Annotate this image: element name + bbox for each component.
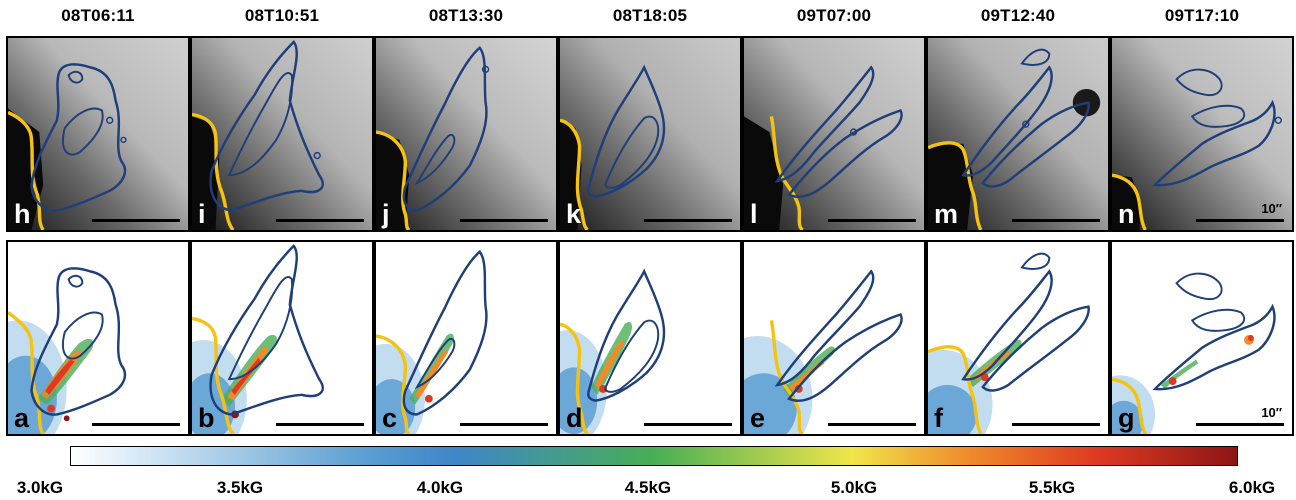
continuum-image [1112, 38, 1292, 230]
panel-label: g [1118, 403, 1135, 433]
panel-label: i [198, 199, 206, 229]
colorbar-tick: 5.0kG [830, 478, 878, 497]
scale-bar [276, 219, 364, 222]
field-panel-b: b [190, 240, 374, 436]
scale-label: 10″ [1261, 405, 1282, 420]
field-map [8, 242, 188, 434]
continuum-panel-l: l [742, 36, 926, 232]
column-title-3: 08T13:30 [428, 6, 504, 25]
continuum-panel-m: m [926, 36, 1110, 232]
panel-label: b [198, 403, 215, 433]
field-map [1112, 242, 1292, 434]
panel-label: h [14, 199, 31, 229]
field-map [560, 242, 740, 434]
column-title-4: 08T18:05 [612, 6, 688, 25]
scale-bar [276, 423, 364, 426]
field-map [744, 242, 924, 434]
panel-label: a [14, 403, 30, 433]
field-panel-d: d [558, 240, 742, 436]
panel-label: d [566, 403, 583, 433]
colorbar-tick: 4.5kG [624, 478, 672, 497]
continuum-image [8, 38, 188, 230]
scale-bar [1012, 423, 1100, 426]
scale-bar [644, 423, 732, 426]
colorbar-tick: 3.5kG [216, 478, 264, 497]
scale-bar [828, 423, 916, 426]
scale-bar [828, 219, 916, 222]
colorbar-tick: 6.0kG [1228, 478, 1276, 497]
field-map [928, 242, 1108, 434]
column-title-2: 08T10:51 [244, 6, 320, 25]
scale-bar [1196, 423, 1284, 426]
scale-bar [460, 423, 548, 426]
continuum-image [928, 38, 1108, 230]
panel-label: k [566, 199, 582, 229]
continuum-image [376, 38, 556, 230]
scale-bar [92, 219, 180, 222]
scale-bar [460, 219, 548, 222]
column-title-5: 09T07:00 [796, 6, 872, 25]
panel-label: e [750, 403, 766, 433]
panel-label: n [1118, 199, 1135, 229]
scale-bar [1012, 219, 1100, 222]
column-title-6: 09T12:40 [980, 6, 1056, 25]
colorbar [70, 446, 1238, 466]
continuum-image [744, 38, 924, 230]
field-panel-f: f [926, 240, 1110, 436]
field-panel-e: e [742, 240, 926, 436]
continuum-panel-h: h [6, 36, 190, 232]
scale-label: 10″ [1261, 201, 1282, 216]
panel-label: m [934, 199, 959, 229]
field-map [376, 242, 556, 434]
colorbar-tick: 3.0kG [16, 478, 64, 497]
field-panel-a: a [6, 240, 190, 436]
column-title-7: 09T17:10 [1164, 6, 1240, 25]
panel-label: j [382, 199, 390, 229]
panel-label: l [750, 199, 758, 229]
continuum-image [192, 38, 372, 230]
colorbar-tick: 4.0kG [416, 478, 464, 497]
continuum-panel-j: j [374, 36, 558, 232]
column-title-1: 08T06:11 [61, 6, 135, 25]
panel-label: f [934, 403, 943, 433]
continuum-panel-n: n 10″ [1110, 36, 1294, 232]
field-panel-c: c [374, 240, 558, 436]
colorbar-tick: 5.5kG [1028, 478, 1076, 497]
scale-bar [92, 423, 180, 426]
scale-bar [1196, 219, 1284, 222]
panel-label: c [382, 403, 398, 433]
field-map [192, 242, 372, 434]
scale-bar [644, 219, 732, 222]
continuum-panel-i: i [190, 36, 374, 232]
continuum-image [560, 38, 740, 230]
field-panel-g: g 10″ [1110, 240, 1294, 436]
continuum-panel-k: k [558, 36, 742, 232]
